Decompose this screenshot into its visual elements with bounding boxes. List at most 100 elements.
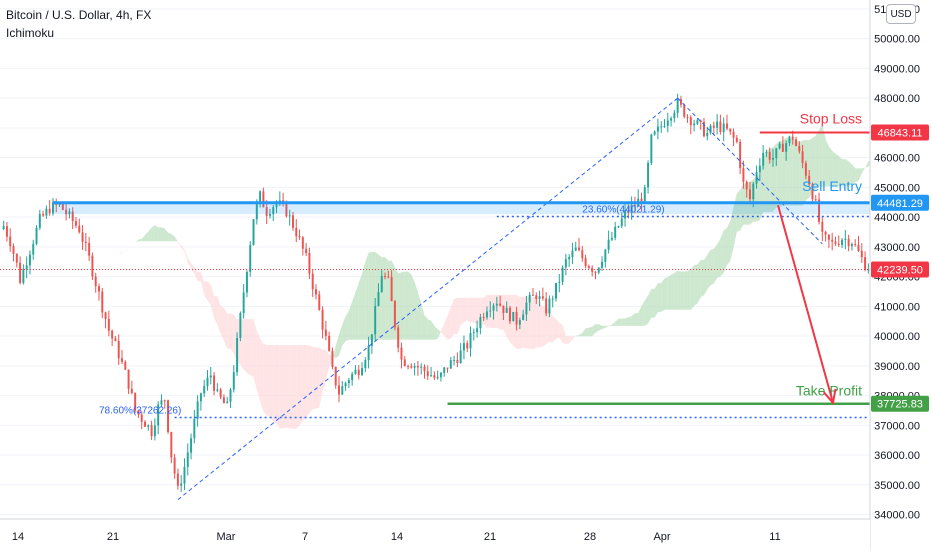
cloud-segment bbox=[188, 258, 191, 268]
candle-body bbox=[509, 308, 511, 322]
candle-body bbox=[174, 458, 176, 474]
candle-body bbox=[460, 350, 462, 363]
candle-body bbox=[667, 121, 669, 126]
candle-body bbox=[798, 146, 800, 151]
cloud-segment bbox=[457, 298, 460, 334]
cloud-segment bbox=[319, 348, 322, 408]
cloud-segment bbox=[254, 319, 257, 389]
candle-body bbox=[470, 333, 472, 348]
candle-body bbox=[322, 310, 324, 330]
candle-body bbox=[105, 313, 107, 319]
cloud-segment bbox=[678, 271, 681, 310]
candle-body bbox=[164, 400, 166, 401]
candle-body bbox=[243, 293, 245, 314]
cloud-segment bbox=[628, 316, 631, 326]
candle-body bbox=[545, 299, 547, 314]
candle-body bbox=[377, 292, 379, 306]
cloud-segment bbox=[99, 241, 102, 244]
y-tick-label: 48000.00 bbox=[874, 93, 920, 105]
currency-badge[interactable]: USD bbox=[886, 4, 916, 24]
candle-body bbox=[144, 422, 146, 427]
cloud-segment bbox=[612, 322, 615, 326]
y-tick-label: 46000.00 bbox=[874, 153, 920, 165]
candle-body bbox=[831, 240, 833, 242]
cloud-segment bbox=[451, 299, 454, 339]
cloud-segment bbox=[122, 247, 125, 254]
cloud-segment bbox=[793, 139, 796, 205]
candle-body bbox=[585, 258, 587, 266]
candle-body bbox=[374, 306, 376, 334]
cloud-segment bbox=[336, 334, 339, 358]
cloud-segment bbox=[339, 325, 342, 356]
cloud-segment bbox=[296, 345, 299, 429]
cloud-segment bbox=[589, 327, 592, 336]
candle-body bbox=[687, 117, 689, 118]
cloud-segment bbox=[789, 138, 792, 205]
cloud-segment bbox=[303, 345, 306, 421]
candle-body bbox=[308, 253, 310, 274]
candle-body bbox=[200, 393, 202, 401]
candle-body bbox=[414, 366, 416, 368]
cloud-segment bbox=[727, 221, 730, 265]
cloud-segment bbox=[441, 323, 444, 335]
candle-body bbox=[864, 257, 866, 270]
candle-body bbox=[489, 311, 491, 312]
forecast-arrow bbox=[778, 205, 833, 403]
axis-settings-button[interactable] bbox=[870, 520, 932, 550]
candle-body bbox=[532, 295, 534, 296]
cloud-segment bbox=[165, 228, 168, 241]
candle-body bbox=[654, 132, 656, 135]
candle-body bbox=[765, 152, 767, 153]
cloud-segment bbox=[171, 234, 174, 241]
cloud-segment bbox=[438, 329, 441, 339]
candle-body bbox=[368, 346, 370, 360]
candle-body bbox=[851, 244, 853, 246]
candle-body bbox=[529, 295, 531, 303]
candle-body bbox=[447, 368, 449, 369]
candle-body bbox=[404, 359, 406, 366]
cloud-segment bbox=[730, 207, 733, 261]
cloud-segment bbox=[599, 324, 602, 330]
candle-body bbox=[295, 228, 297, 236]
candle-body bbox=[108, 319, 110, 331]
candle-body bbox=[328, 336, 330, 351]
cloud-segment bbox=[349, 302, 352, 340]
cloud-segment bbox=[579, 333, 582, 336]
cloud-segment bbox=[862, 167, 865, 173]
candle-body bbox=[111, 331, 113, 339]
candle-body bbox=[213, 375, 215, 390]
cloud-segment bbox=[415, 282, 418, 340]
candle-body bbox=[400, 348, 402, 360]
candle-body bbox=[548, 299, 550, 314]
last-price-badge-label: 42239.50 bbox=[877, 264, 923, 276]
candle-body bbox=[131, 389, 133, 393]
candle-body bbox=[473, 332, 475, 333]
candle-body bbox=[118, 341, 120, 358]
candle-body bbox=[772, 158, 774, 160]
cloud-segment bbox=[145, 231, 148, 241]
candle-body bbox=[841, 240, 843, 245]
candle-body bbox=[802, 151, 804, 163]
fib-78-label: 78.60%(37262.26) bbox=[99, 406, 181, 417]
cloud-segment bbox=[152, 225, 155, 241]
candle-body bbox=[479, 317, 481, 328]
cloud-segment bbox=[290, 345, 293, 429]
cloud-segment bbox=[342, 316, 345, 345]
candle-body bbox=[32, 244, 34, 255]
cloud-segment bbox=[359, 274, 362, 340]
cloud-segment bbox=[665, 277, 668, 310]
candle-body bbox=[341, 386, 343, 394]
candle-body bbox=[302, 237, 304, 248]
candle-body bbox=[861, 251, 863, 257]
cloud-segment bbox=[355, 283, 358, 340]
candle-body bbox=[650, 135, 652, 163]
candle-body bbox=[177, 474, 179, 486]
candle-body bbox=[348, 380, 350, 383]
cloud-segment bbox=[323, 350, 326, 391]
candle-body bbox=[318, 294, 320, 310]
candle-body bbox=[644, 187, 646, 202]
cloud-segment bbox=[270, 345, 273, 422]
candle-body bbox=[552, 299, 554, 300]
